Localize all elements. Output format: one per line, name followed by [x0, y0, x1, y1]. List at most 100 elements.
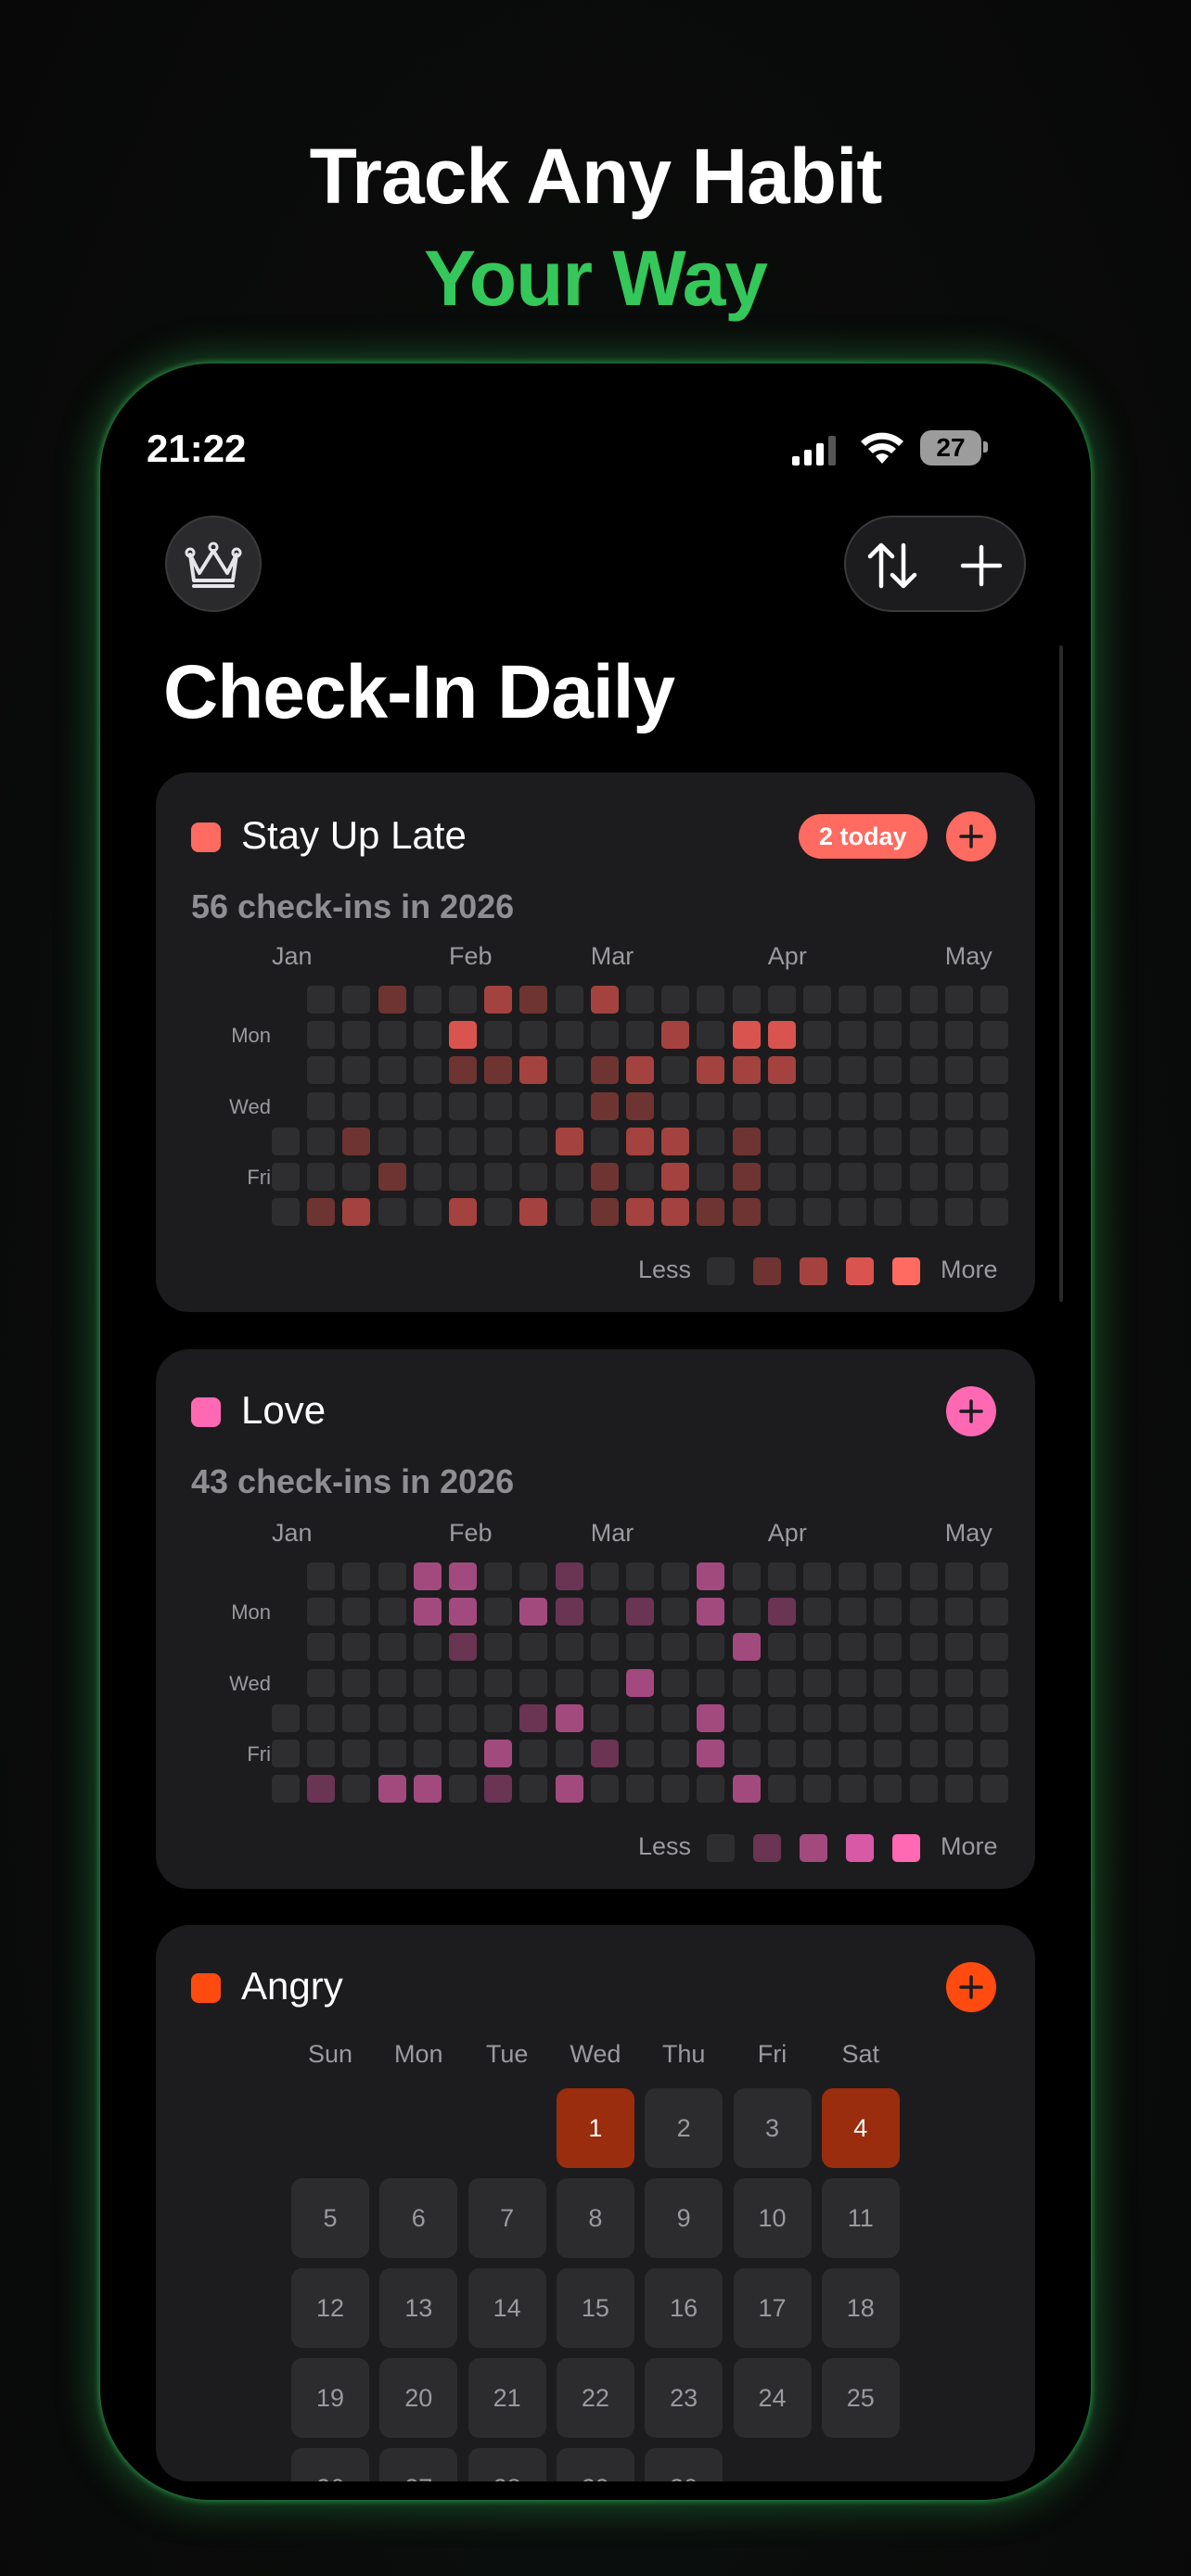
heatmap-cell — [767, 986, 796, 1014]
heatmap-cell — [449, 1163, 477, 1191]
heatmap-cell — [449, 1668, 477, 1697]
calendar-day[interactable]: 12 — [291, 2268, 369, 2348]
sort-button[interactable] — [864, 538, 920, 593]
calendar-day[interactable]: 6 — [379, 2178, 458, 2258]
heatmap-cell — [661, 1091, 690, 1120]
calendar-day[interactable]: 28 — [467, 2448, 546, 2481]
heatmap-cell — [803, 1668, 831, 1697]
legend-swatch — [846, 1257, 874, 1285]
heatmap-cell — [803, 1598, 831, 1626]
heatmap-cell — [980, 1668, 1008, 1697]
habit-card-love[interactable]: Love 43 check-ins in 2026 Jan Feb Mar Apr Ma… — [156, 1349, 1035, 1889]
heatmap-cell — [697, 986, 725, 1014]
calendar-day[interactable]: 3 — [733, 2088, 812, 2168]
calendar-day[interactable]: 5 — [291, 2178, 369, 2258]
calendar-day[interactable]: 14 — [467, 2268, 546, 2348]
calendar-day[interactable]: 13 — [379, 2268, 458, 2348]
add-habit-button[interactable] — [954, 538, 1009, 593]
calendar-day[interactable]: 22 — [556, 2358, 634, 2438]
calendar-day[interactable]: 29 — [556, 2448, 634, 2481]
legend-swatch — [892, 1257, 920, 1285]
calendar-day[interactable]: 16 — [645, 2268, 724, 2348]
calendar-day[interactable]: 1 — [556, 2088, 634, 2168]
heatmap-cell — [519, 1562, 548, 1590]
heatmap-cell — [590, 1562, 619, 1590]
calendar-day[interactable]: 26 — [291, 2448, 369, 2481]
heatmap-cell — [555, 1163, 583, 1191]
calendar-day[interactable]: 24 — [733, 2358, 812, 2438]
heatmap-cell — [484, 1198, 513, 1227]
heatmap-cell — [272, 1198, 300, 1227]
heatmap-cell — [944, 1740, 973, 1767]
heatmap-cell — [342, 1633, 371, 1662]
habit-card-stay-up-late[interactable]: Stay Up Late 2 today 56 check-ins in 202… — [156, 772, 1035, 1312]
calendar-day[interactable]: 20 — [379, 2358, 458, 2438]
calendar-day[interactable]: 2 — [645, 2088, 724, 2168]
heatmap-cell — [378, 1775, 406, 1804]
heatmap-cell — [342, 1127, 371, 1155]
heatmap-cell — [874, 1740, 903, 1767]
legend-swatch — [800, 1834, 827, 1862]
heatmap-cell — [909, 1163, 938, 1191]
heatmap-cell — [839, 1091, 867, 1120]
scrollbar[interactable] — [1059, 645, 1063, 1302]
heatmap-cell — [909, 1775, 938, 1804]
calendar-day[interactable]: 10 — [733, 2178, 812, 2258]
heatmap-cell — [307, 1127, 336, 1155]
heatmap-cell — [661, 1198, 690, 1227]
heatmap-cell — [342, 986, 371, 1014]
status-time: 21:22 — [147, 427, 247, 470]
heatmap-cell — [519, 1127, 548, 1155]
heatmap-cell — [590, 1598, 619, 1626]
habit-title: Stay Up Late — [241, 813, 467, 857]
weekday-header: Sat — [841, 2040, 880, 2068]
habit-card-angry[interactable]: Angry Sun Mon Tue Wed Thu Fri Sat 1 2 3 4 5 6 7 8 9 10 11… — [156, 1925, 1035, 2481]
heatmap-cell — [874, 1668, 903, 1697]
heatmap-cell — [839, 1021, 867, 1050]
heatmap-cell — [555, 1775, 583, 1804]
calendar-day[interactable]: 9 — [645, 2178, 724, 2258]
calendar-day[interactable]: 19 — [291, 2358, 369, 2438]
heatmap-cell — [697, 1740, 725, 1767]
heatmap-cell — [272, 1775, 300, 1804]
calendar-day[interactable]: 15 — [556, 2268, 634, 2348]
calendar-day[interactable]: 4 — [821, 2088, 900, 2168]
heatmap-cell — [732, 1021, 761, 1050]
heatmap-cell — [732, 1198, 761, 1227]
check-in-button[interactable] — [946, 811, 996, 861]
heatmap-cell — [555, 1198, 583, 1227]
heatmap-cell — [484, 1021, 513, 1050]
heatmap-cell — [803, 1198, 831, 1227]
heatmap-cell — [449, 1740, 477, 1767]
calendar-day[interactable]: 18 — [821, 2268, 900, 2348]
calendar-day[interactable]: 17 — [733, 2268, 812, 2348]
heatmap-cell — [484, 1163, 513, 1191]
weekday-header: Sun — [307, 2040, 353, 2068]
calendar-day[interactable]: 8 — [556, 2178, 634, 2258]
heatmap-cell — [484, 1091, 513, 1120]
heatmap-cell — [378, 1056, 406, 1085]
heatmap-cell — [519, 1021, 548, 1050]
heatmap-cell — [626, 1633, 654, 1662]
today-badge: 2 today — [799, 814, 928, 859]
heatmap-cell — [944, 1775, 973, 1804]
calendar-day[interactable]: 27 — [379, 2448, 458, 2481]
heatmap-cell — [626, 1740, 654, 1767]
calendar-day[interactable]: 25 — [821, 2358, 900, 2438]
calendar-day[interactable]: 7 — [467, 2178, 546, 2258]
heatmap-cell — [944, 1198, 973, 1227]
heatmap-cell — [803, 1703, 831, 1732]
heatmap-cell — [697, 1562, 725, 1590]
calendar-day[interactable]: 11 — [821, 2178, 900, 2258]
heatmap-cell — [697, 1127, 725, 1155]
calendar-day[interactable]: 23 — [645, 2358, 724, 2438]
premium-crown-button[interactable] — [165, 516, 262, 612]
heatmap-cell — [484, 1703, 513, 1732]
heatmap-cell — [909, 1056, 938, 1085]
check-in-button[interactable] — [946, 1962, 996, 2012]
check-in-button[interactable] — [946, 1386, 996, 1436]
heatmap-cell — [484, 1668, 513, 1697]
calendar-day[interactable]: 21 — [467, 2358, 546, 2438]
calendar-day[interactable]: 30 — [645, 2448, 724, 2481]
heatmap-cell — [484, 1740, 513, 1767]
